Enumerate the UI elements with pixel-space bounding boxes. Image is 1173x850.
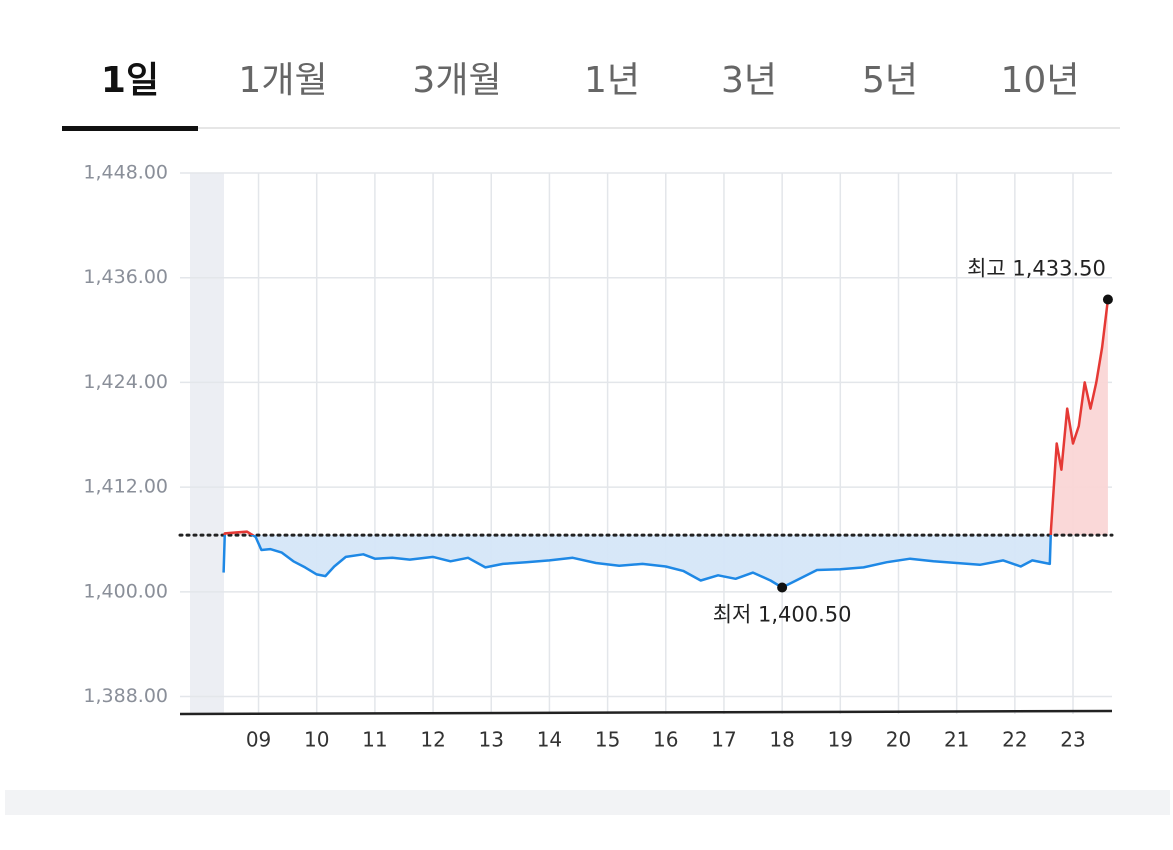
x-tick-label: 22 — [1002, 728, 1027, 752]
tab-underline — [62, 126, 198, 131]
annotation-label: 최고 1,433.50 — [967, 257, 1106, 281]
x-tick-label: 09 — [246, 728, 271, 752]
tab[interactable]: 1일 — [101, 60, 159, 101]
tab[interactable]: 3개월 — [412, 60, 501, 101]
x-tick-label: 11 — [362, 728, 387, 752]
y-tick-label: 1,388.00 — [83, 685, 168, 707]
x-tick-label: 21 — [944, 728, 969, 752]
annotation-dot — [777, 582, 788, 593]
tab[interactable]: 10년 — [1001, 60, 1080, 101]
x-tick-label: 17 — [711, 728, 736, 752]
price-line — [222, 299, 1110, 589]
x-tick-label: 16 — [653, 728, 678, 752]
x-tick-label: 13 — [479, 728, 504, 752]
x-tick-label: 23 — [1060, 728, 1085, 752]
y-tick-label: 1,424.00 — [83, 371, 168, 393]
y-tick-label: 1,400.00 — [83, 580, 168, 602]
bottom-band — [5, 790, 1170, 815]
area — [223, 299, 1108, 588]
y-tick-label: 1,436.00 — [83, 266, 168, 288]
x-tick-label: 10 — [304, 728, 329, 752]
tab[interactable]: 5년 — [862, 60, 918, 101]
tab[interactable]: 1년 — [584, 60, 640, 101]
tab[interactable]: 3년 — [721, 60, 777, 101]
x-axis — [179, 709, 1113, 716]
y-tick-label: 1,412.00 — [83, 476, 168, 498]
annotation-label: 최저 1,400.50 — [713, 602, 852, 626]
x-tick-label: 19 — [828, 728, 853, 752]
x-tick-label: 20 — [886, 728, 911, 752]
y-tick-label: 1,448.00 — [83, 162, 168, 184]
x-tick-label: 14 — [537, 728, 562, 752]
x-tick-label: 12 — [420, 728, 445, 752]
premarket-band — [190, 173, 224, 714]
x-tick-label: 15 — [595, 728, 620, 752]
annotation-dot — [1102, 294, 1113, 305]
x-tick-label: 18 — [769, 728, 794, 752]
tab[interactable]: 1개월 — [238, 60, 327, 101]
